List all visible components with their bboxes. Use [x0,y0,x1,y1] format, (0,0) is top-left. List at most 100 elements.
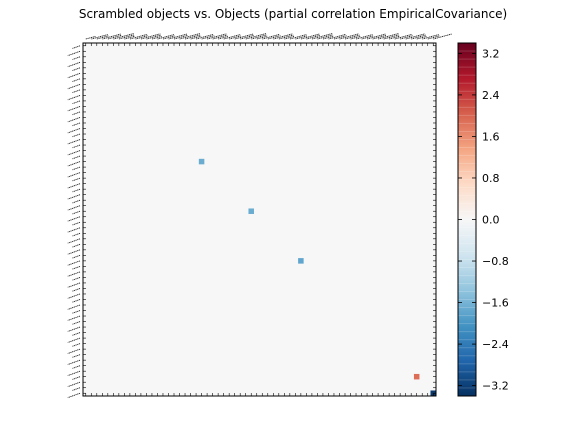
y-tick-label-mark [67,271,81,277]
x-tick-label-mark [157,34,175,40]
x-tick-label-mark [267,35,281,40]
y-tick-label-mark [67,205,81,211]
x-tick-label-mark [229,35,241,40]
x-tick-label-mark [234,33,254,40]
x-tick-label-mark [151,35,162,40]
colorbar-tick-label: 0.8 [482,172,500,185]
x-tick-label-mark [289,34,307,40]
y-tick-label-mark [67,282,81,288]
x-tick-label-mark [389,35,400,40]
x-tick-label-mark [129,33,148,40]
x-tick-label-mark [168,33,188,40]
colorbar-tick-label: −1.6 [482,297,509,310]
x-tick-label-mark [195,33,214,40]
x-tick-label-mark [366,33,386,40]
colorbar: 3.2 2.4 1.6 0.8 0.0 −0.8 −1.6 −2.4 −3.2 [457,42,509,397]
y-tick-label-mark [72,177,81,182]
x-tick-label-mark [102,33,121,40]
x-tick-label-mark [355,34,373,40]
x-tick-label-mark [383,34,400,40]
y-tick-label-mark [72,265,81,270]
y-tick-label-mark [72,67,81,71]
y-tick-label-mark [72,111,81,116]
x-tick-label-mark [405,33,426,40]
y-tick-label-mark [67,348,81,354]
x-tick-label-mark [400,35,413,40]
y-tick-label-mark [67,326,81,332]
x-tick-labels [85,33,452,40]
y-tick-label-mark [67,139,81,145]
y-tick-label-mark [67,172,81,178]
y-tick-label-mark [67,359,81,365]
x-tick-label-mark [273,33,293,40]
y-tick-label-mark [67,392,81,399]
x-tick-label-mark [262,33,280,40]
x-tick-label-mark [322,35,334,40]
x-tick-label-mark [201,35,215,40]
y-tick-label-mark [67,117,81,123]
y-tick-label-mark [72,166,81,171]
y-tick-label-mark [67,50,81,57]
colorbar-bands [458,50,476,389]
colorbar-tick-label: 3.2 [482,47,500,60]
x-tick-label-mark [333,35,347,40]
x-tick-label-mark [96,35,109,40]
y-tick-label-mark [67,61,81,68]
y-tick-label-mark [67,249,81,255]
y-tick-label-mark [72,365,81,369]
y-tick-label-mark [67,194,81,200]
colorbar-tick-label: −3.2 [482,380,509,393]
x-tick-label-mark [206,33,227,40]
x-tick-label-mark [306,34,321,40]
x-tick-label-mark [118,34,135,40]
x-tick-label-mark [433,33,452,40]
y-tick-label-mark [72,332,81,336]
chart-title: Scrambled objects vs. Objects (partial c… [79,7,507,21]
y-tick-label-mark [67,150,81,156]
y-tick-label-mark [72,310,81,314]
colorbar-tick-label: 1.6 [482,130,500,143]
y-tick-label-mark [67,304,81,310]
plot-area [67,33,452,399]
x-tick-label-mark [140,33,161,40]
y-tick-label-mark [67,183,81,189]
y-tick-label-mark [67,370,81,377]
y-tick-label-mark [72,188,81,193]
y-tick-label-mark [67,260,81,266]
x-tick-label-mark [107,34,122,40]
x-tick-label-mark [251,34,267,40]
y-tick-label-mark [72,56,81,60]
y-tick-label-mark [67,83,81,90]
x-tick-label-mark [284,35,295,40]
heatmap-cell-3 [413,373,420,380]
x-tick-label-mark [427,35,440,40]
y-tick-label-mark [72,122,81,127]
x-tick-label-mark [394,33,413,40]
x-tick-label-mark [361,35,374,40]
x-tick-label-mark [416,35,427,40]
y-tick-label-mark [67,337,81,343]
y-tick-label-mark [72,376,81,380]
heatmap-cell-1 [248,208,254,214]
x-tick-label-mark [278,34,294,40]
x-tick-label-mark [85,35,96,40]
heatmap-background [83,43,436,396]
y-tick-label-mark [72,89,81,94]
y-tick-label-mark [67,94,81,101]
x-tick-label-mark [190,35,202,40]
x-tick-label-mark [372,34,387,40]
heatmap-cell-2 [298,258,304,264]
y-tick-labels [67,45,81,399]
x-tick-label-mark [240,34,254,40]
x-tick-label-mark [146,34,162,40]
plot-frame [82,42,437,397]
y-tick-label-mark [72,221,81,226]
y-tick-label-mark [72,133,81,138]
x-tick-label-mark [350,35,361,40]
y-tick-label-mark [67,128,81,134]
y-tick-label-mark [72,155,81,160]
x-tick-label-mark [295,35,308,40]
y-tick-label-mark [67,216,81,222]
y-tick-label-mark [72,210,81,215]
